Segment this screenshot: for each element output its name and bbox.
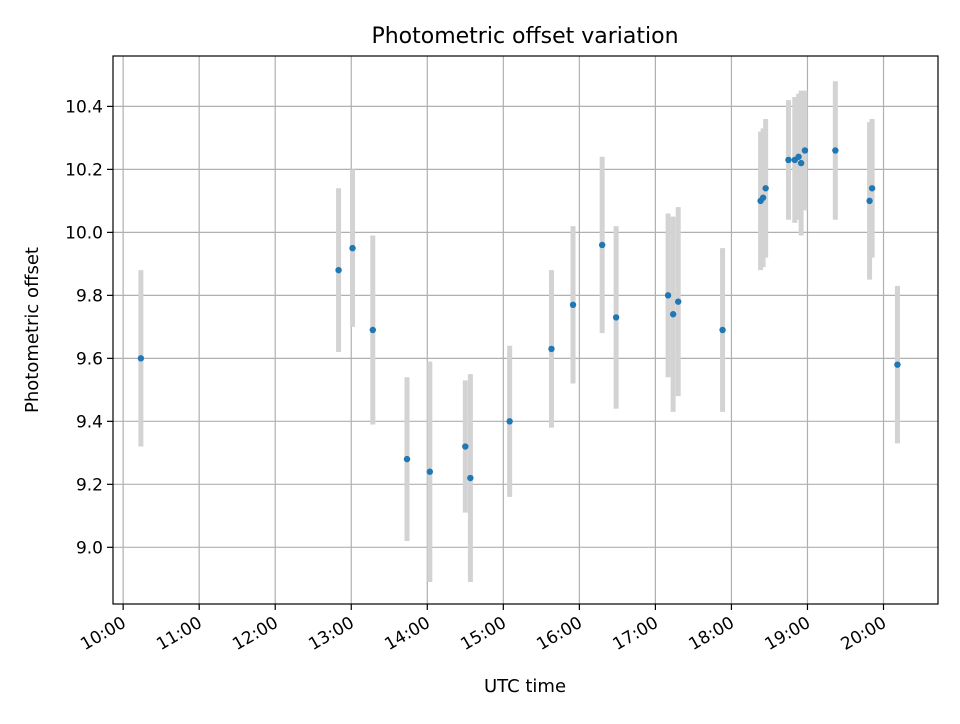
data-point <box>548 345 555 353</box>
data-point <box>612 314 620 321</box>
data-point <box>467 474 474 482</box>
y-tick-label: 9.0 <box>76 538 103 558</box>
y-tick-label: 10.0 <box>65 223 103 243</box>
data-point <box>894 361 901 368</box>
data-point <box>795 153 802 160</box>
y-tick-label: 10.4 <box>65 97 103 117</box>
data-point <box>506 418 513 425</box>
data-point <box>462 443 469 450</box>
grid-lines <box>113 56 938 604</box>
y-tick-label: 9.6 <box>76 349 103 369</box>
data-point <box>403 455 411 463</box>
data-point <box>664 292 672 299</box>
chart-title: Photometric offset variation <box>371 24 678 49</box>
data-point <box>797 159 805 167</box>
data-point <box>759 194 767 201</box>
data-point <box>369 326 376 334</box>
data-point <box>801 147 809 154</box>
data-point <box>569 301 577 309</box>
data-point <box>866 197 873 205</box>
y-tick-label: 9.2 <box>76 475 103 495</box>
data-point <box>598 241 606 249</box>
x-axis-label: UTC time <box>484 676 566 697</box>
data-point <box>675 298 682 305</box>
data-point <box>669 311 677 318</box>
data-point <box>785 156 792 164</box>
y-tick-label: 9.8 <box>76 286 103 306</box>
y-axis-label: Photometric offset <box>22 247 43 413</box>
plot-frame <box>112 55 939 605</box>
data-point <box>426 468 434 475</box>
data-point <box>335 266 342 274</box>
data-point <box>137 355 145 362</box>
y-tick-label: 9.4 <box>76 412 103 432</box>
data-point <box>349 244 356 252</box>
data-point <box>762 185 769 192</box>
data-point <box>719 326 726 334</box>
data-points <box>137 147 901 482</box>
data-point <box>832 147 839 154</box>
y-tick-label: 10.2 <box>65 160 103 180</box>
data-point <box>868 185 876 192</box>
